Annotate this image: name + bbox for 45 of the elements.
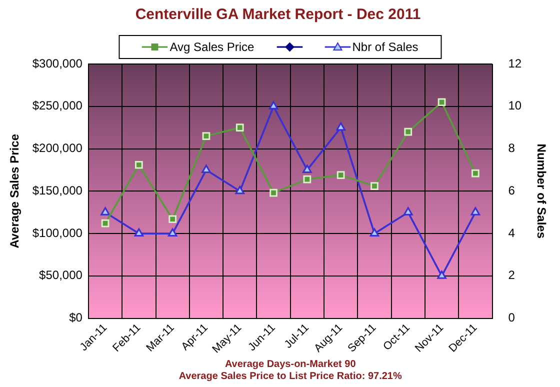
point (202, 164, 211, 173)
point (134, 228, 144, 237)
legend-label: Avg Sales Price (170, 40, 254, 54)
point (404, 128, 412, 136)
y-tick-label: $250,000 (32, 98, 83, 113)
text: Average Days-on-Market 90 (224, 359, 356, 370)
point (438, 98, 446, 106)
y2-tick-label: 12 (508, 56, 522, 70)
point (235, 186, 245, 194)
point (471, 169, 480, 178)
point (403, 207, 413, 216)
y-tick-label: $300,000 (32, 56, 83, 70)
y-tick-label: $100,000 (32, 226, 83, 240)
y2-tick-label: 4 (508, 226, 516, 240)
text: Average Sales Price to List Price Ratio: 97.21% (178, 371, 402, 382)
legend-label: Nbr of Sales (352, 40, 418, 54)
point (437, 270, 446, 279)
y-tick-label: $50,000 (39, 268, 83, 282)
point (336, 171, 345, 179)
point (336, 122, 346, 131)
point (100, 207, 110, 216)
y-tick-label: $200,000 (32, 141, 83, 156)
point (370, 182, 378, 190)
point (268, 101, 278, 110)
point (168, 215, 177, 224)
y2-tick-label: 2 (508, 268, 516, 282)
y2-axis-title: Number of Sales (534, 144, 548, 239)
y-tick-label: $150,000 (32, 183, 83, 198)
point (236, 124, 244, 132)
point (302, 164, 312, 173)
point (303, 175, 312, 184)
y2-tick-label: 10 (508, 98, 522, 113)
y2-tick-label: 6 (508, 183, 516, 198)
point (168, 228, 178, 237)
y2-tick-label: 0 (508, 310, 516, 325)
y2-tick-label: 8 (508, 141, 516, 156)
point (134, 160, 143, 169)
y-tick-label: $0 (69, 310, 83, 325)
point (370, 228, 380, 237)
point (202, 132, 210, 140)
point (101, 219, 110, 228)
point (270, 188, 278, 197)
chart-title: Centerville GA Market Report - Dec 2011 (135, 6, 421, 24)
point (470, 207, 480, 216)
y-axis-title: Average Sales Price (8, 134, 22, 248)
